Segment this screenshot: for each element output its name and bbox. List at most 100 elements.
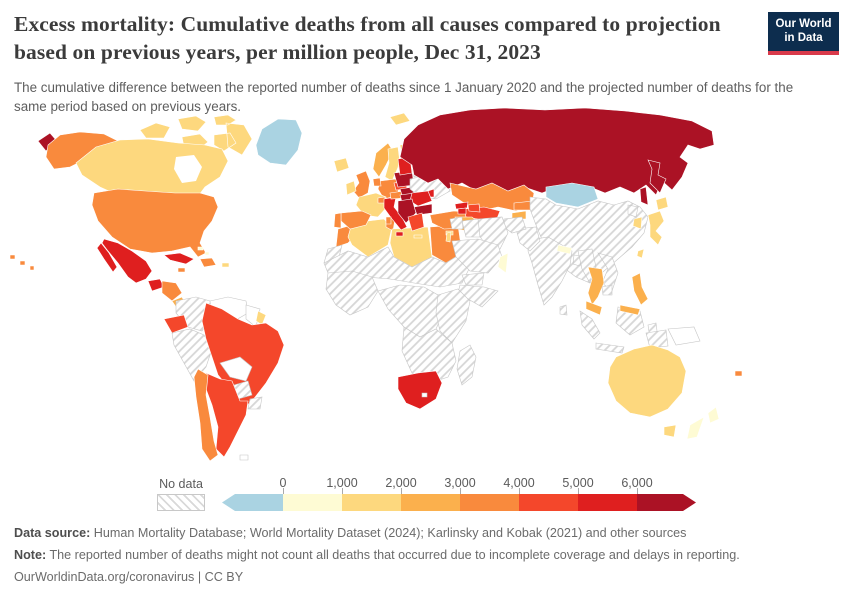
map-region-north-korea[interactable] bbox=[627, 204, 639, 218]
legend-bin-3[interactable] bbox=[401, 494, 460, 511]
map-region-lesotho[interactable] bbox=[421, 392, 428, 398]
legend-no-data-swatch[interactable] bbox=[157, 494, 205, 511]
map-region-guatemala[interactable] bbox=[147, 278, 165, 292]
map-region-philippines[interactable] bbox=[631, 272, 649, 306]
map-region-georgia[interactable] bbox=[454, 201, 469, 210]
note-label: Note: bbox=[14, 547, 47, 562]
map-region-west-papua[interactable] bbox=[645, 329, 669, 349]
legend-tick-mark bbox=[578, 488, 579, 494]
legend-bin-6[interactable] bbox=[578, 494, 637, 511]
legend-bin-2[interactable] bbox=[342, 494, 401, 511]
map-region-iraq[interactable] bbox=[461, 218, 481, 238]
map-region-sri-lanka[interactable] bbox=[559, 304, 568, 316]
data-source-line: Data source: Human Mortality Database; W… bbox=[14, 523, 836, 545]
map-region-ecuador[interactable] bbox=[163, 314, 189, 334]
map-region-tajikistan[interactable] bbox=[511, 210, 527, 220]
map-region-new-zealand-south[interactable] bbox=[686, 416, 705, 440]
map-region-kamchatka[interactable] bbox=[647, 159, 667, 194]
note-line: Note: The reported number of deaths migh… bbox=[14, 545, 836, 567]
map-region-bahamas[interactable] bbox=[197, 246, 210, 256]
legend-tick-label: 5,000 bbox=[562, 476, 594, 490]
map-region-falklands[interactable] bbox=[239, 454, 249, 461]
legend-tick-mark bbox=[519, 488, 520, 494]
map-region-bulgaria[interactable] bbox=[413, 203, 433, 216]
map-region-crete[interactable] bbox=[413, 234, 423, 239]
map-region-hawaii[interactable] bbox=[9, 254, 35, 271]
map-region-svalbard[interactable] bbox=[389, 112, 411, 126]
map-region-benelux[interactable] bbox=[372, 177, 382, 187]
map-region-baja[interactable] bbox=[96, 242, 118, 273]
map-region-oman[interactable] bbox=[497, 252, 509, 274]
map-region-uruguay[interactable] bbox=[247, 396, 263, 410]
map-region-puerto-rico[interactable] bbox=[221, 262, 230, 268]
map-region-borneo-malaysia[interactable] bbox=[619, 304, 641, 316]
map-region-java[interactable] bbox=[595, 342, 625, 354]
note-text: The reported number of deaths might not … bbox=[46, 547, 740, 562]
map-region-south-africa[interactable] bbox=[397, 370, 443, 410]
map-region-yemen[interactable] bbox=[461, 272, 485, 286]
legend-bin-7[interactable] bbox=[637, 494, 696, 511]
map-region-cambodia[interactable] bbox=[601, 284, 613, 296]
map-region-thailand[interactable] bbox=[587, 266, 605, 306]
map-region-papua-new-guinea[interactable] bbox=[667, 326, 701, 346]
map-region-west-africa[interactable] bbox=[325, 270, 379, 316]
map-region-french-guiana[interactable] bbox=[255, 310, 267, 326]
map-region-malaysia[interactable] bbox=[585, 300, 603, 316]
legend-bin-1[interactable] bbox=[283, 494, 342, 511]
map-region-new-zealand-north[interactable] bbox=[707, 406, 720, 424]
map-region-pakistan[interactable] bbox=[515, 226, 541, 252]
map-region-algeria[interactable] bbox=[347, 218, 393, 258]
legend-color-bar bbox=[222, 494, 696, 511]
map-region-greece[interactable] bbox=[407, 212, 425, 232]
map-region-honduras-nicaragua[interactable] bbox=[161, 280, 183, 302]
map-region-israel[interactable] bbox=[445, 231, 452, 243]
map-region-central-africa[interactable] bbox=[377, 284, 445, 338]
map-region-east-africa[interactable] bbox=[435, 288, 471, 344]
map-region-sicily[interactable] bbox=[395, 231, 404, 237]
map-region-cuba[interactable] bbox=[163, 252, 195, 265]
map-region-mexico[interactable] bbox=[101, 238, 153, 284]
map-region-hispaniola[interactable] bbox=[199, 257, 217, 268]
map-region-azerbaijan[interactable] bbox=[467, 203, 481, 213]
owid-logo[interactable]: Our World in Data bbox=[768, 12, 839, 55]
map-region-syria[interactable] bbox=[449, 216, 464, 230]
map-region-italy[interactable] bbox=[383, 196, 408, 231]
legend-bin-0[interactable] bbox=[222, 494, 283, 511]
legend-no-data-label: No data bbox=[159, 477, 203, 491]
map-region-iceland[interactable] bbox=[333, 157, 350, 173]
map-region-mongolia[interactable] bbox=[545, 182, 599, 208]
map-region-bolivia[interactable] bbox=[219, 356, 253, 382]
map-region-taiwan[interactable] bbox=[636, 248, 645, 259]
map-region-ireland[interactable] bbox=[345, 180, 357, 196]
world-choropleth-map bbox=[9, 107, 743, 462]
legend-bin-5[interactable] bbox=[519, 494, 578, 511]
map-region-southern-africa[interactable] bbox=[401, 326, 457, 384]
map-region-armenia[interactable] bbox=[457, 207, 467, 215]
map-region-japan[interactable] bbox=[647, 210, 665, 246]
legend-tick-mark bbox=[460, 488, 461, 494]
map-region-uk[interactable] bbox=[352, 170, 371, 199]
map-region-madagascar[interactable] bbox=[456, 344, 477, 386]
map-region-saudi-arabia[interactable] bbox=[451, 238, 503, 274]
map-region-brazil[interactable] bbox=[201, 302, 285, 412]
map-region-argentina[interactable] bbox=[205, 372, 249, 458]
map-region-south-korea[interactable] bbox=[632, 216, 643, 230]
map-region-greenland[interactable] bbox=[255, 118, 303, 166]
map-region-fiji[interactable] bbox=[734, 370, 743, 377]
legend-tick-label: 4,000 bbox=[503, 476, 535, 490]
map-region-chile[interactable] bbox=[193, 368, 219, 462]
map-region-nepal[interactable] bbox=[556, 244, 573, 255]
map-region-india[interactable] bbox=[527, 236, 573, 306]
map-region-japan-hokkaido[interactable] bbox=[655, 196, 669, 211]
map-region-australia[interactable] bbox=[607, 344, 687, 418]
map-region-sakhalin[interactable] bbox=[639, 186, 649, 206]
map-region-sumatra[interactable] bbox=[579, 310, 601, 340]
map-region-peru[interactable] bbox=[171, 328, 213, 382]
map-region-tasmania[interactable] bbox=[663, 424, 677, 438]
map-region-portugal[interactable] bbox=[333, 212, 342, 229]
legend-bin-4[interactable] bbox=[460, 494, 519, 511]
map-region-russia[interactable] bbox=[399, 107, 715, 196]
map-region-jamaica[interactable] bbox=[177, 267, 186, 273]
map-region-sardinia[interactable] bbox=[385, 216, 392, 225]
